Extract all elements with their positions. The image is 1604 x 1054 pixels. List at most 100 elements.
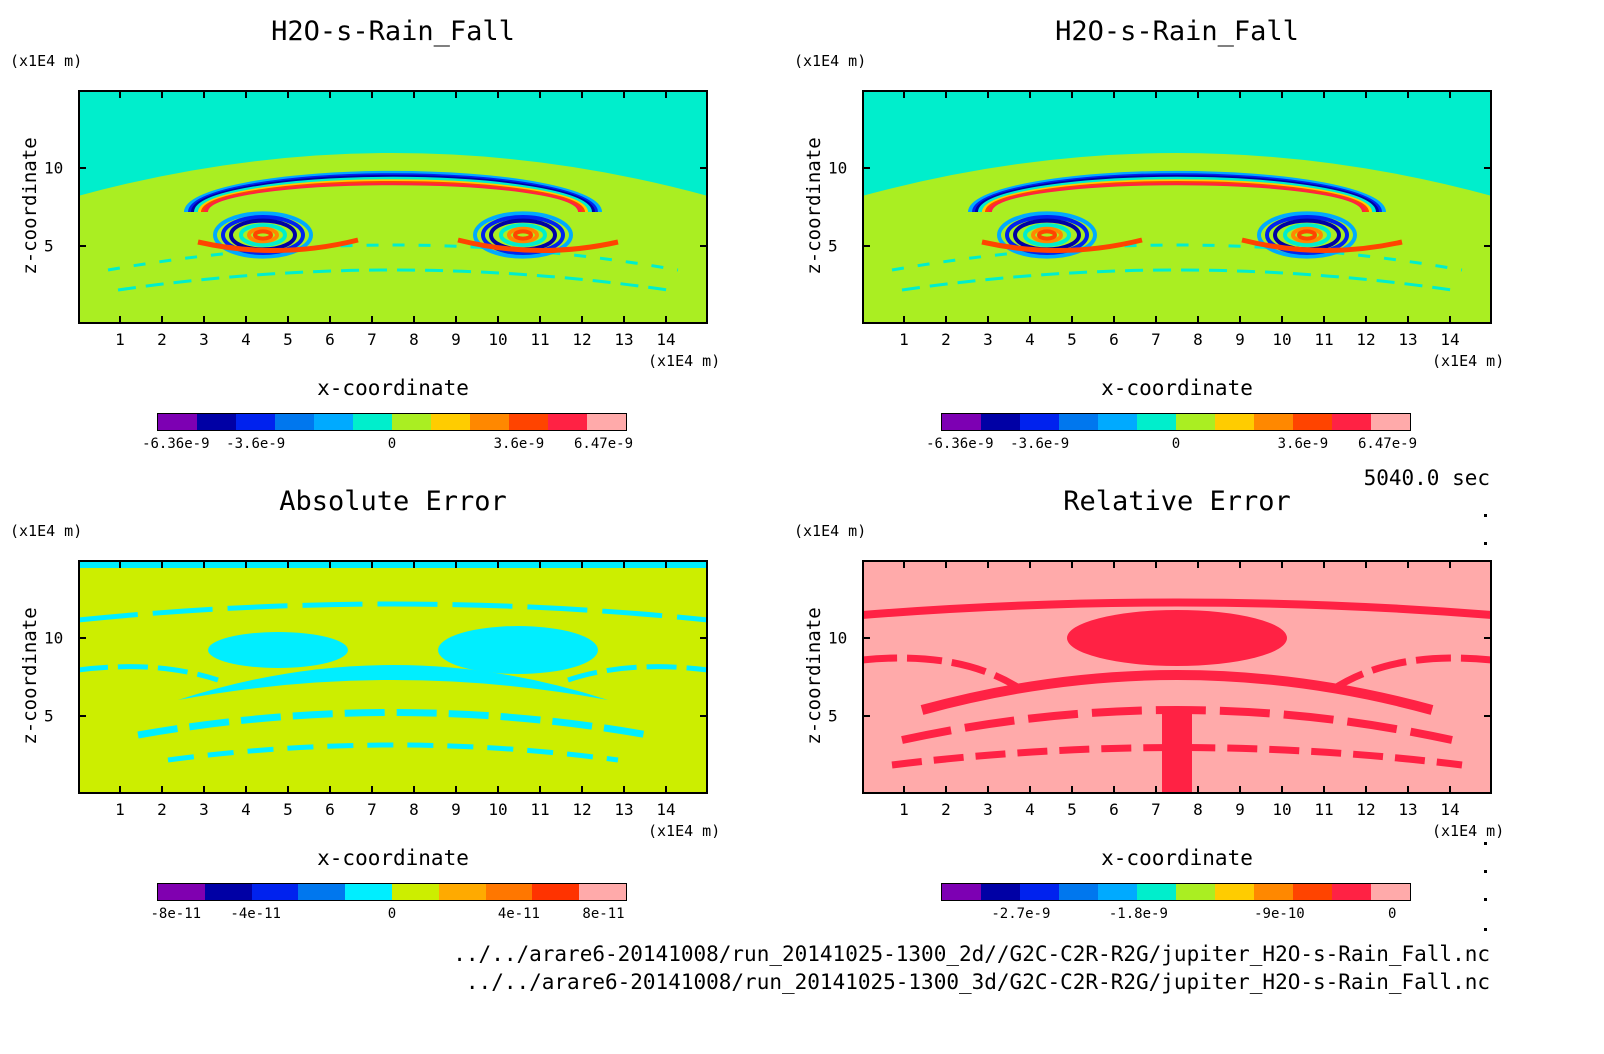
y-tick-label: 10 (828, 628, 848, 648)
error-band (167, 742, 619, 763)
y-tick-label: 10 (828, 158, 848, 178)
x-tick-label: 6 (325, 330, 335, 349)
x-tick-label: 2 (157, 800, 167, 819)
colorbar-segment (1020, 884, 1059, 900)
error-region (438, 626, 598, 674)
time-label: 5040.0 sec (1363, 466, 1490, 490)
colorbar (157, 413, 627, 431)
colorbar-segment (981, 414, 1020, 430)
rain-band (197, 237, 359, 254)
error-band (567, 664, 708, 683)
colorbar-segment (275, 414, 314, 430)
x-tick-label: 11 (1314, 330, 1334, 349)
x-tick-label: 9 (451, 800, 461, 819)
y-tick-label: 5 (44, 236, 54, 256)
colorbar-segment (1020, 414, 1059, 430)
x-tick-label: 13 (1398, 330, 1418, 349)
x-tick-label: 13 (614, 800, 634, 819)
x-tick-label: 1 (115, 330, 125, 349)
colorbar (157, 883, 627, 901)
x-tick-label: 13 (1398, 800, 1418, 819)
error-band (78, 664, 219, 683)
colorbar-segment (1059, 884, 1098, 900)
x-tick-label: 1 (115, 800, 125, 819)
colorbar-segment (438, 884, 486, 900)
colorbar-segment (158, 414, 197, 430)
x-tick-label: 2 (941, 330, 951, 349)
x-tick-label: 4 (1025, 800, 1035, 819)
colorbar-tick-label: 4e-11 (497, 906, 540, 922)
heatmap-plot (78, 560, 708, 794)
vortex-ring (247, 226, 279, 244)
x-tick-label: 14 (656, 800, 676, 819)
x-tick-label: 6 (1109, 330, 1119, 349)
x-tick-label: 14 (656, 330, 676, 349)
x-tick-label: 11 (530, 800, 550, 819)
x-tick-label: 10 (1272, 800, 1292, 819)
error-region (1162, 710, 1192, 794)
error-band (862, 654, 1024, 693)
x-tick-label: 8 (409, 800, 419, 819)
chart-panel: H2O-s-Rain_Fall (x1E4 m) z-coordinate x-coo… (784, 0, 1564, 470)
x-tick-label: 8 (1193, 330, 1203, 349)
vortex-ring (1037, 229, 1057, 241)
x-tick-label: 13 (614, 330, 634, 349)
colorbar-tick-label: 0 (1171, 436, 1181, 452)
error-region (178, 665, 608, 700)
rain-band (1241, 237, 1403, 254)
colorbar-segment (981, 884, 1020, 900)
vortex-ring (1257, 211, 1357, 259)
contour-band (968, 170, 1386, 213)
colorbar-segment (391, 884, 439, 900)
colorbar-segment (509, 414, 548, 430)
x-tick-label: 12 (1356, 800, 1376, 819)
x-tick-label: 12 (572, 330, 592, 349)
noise-band (107, 243, 679, 272)
colorbar-segment (1332, 884, 1371, 900)
x-axis-unit: (x1E4 m) (648, 352, 721, 370)
colorbar-tick-label: -4e-11 (230, 906, 281, 922)
colorbar-segment (587, 414, 626, 430)
y-axis-unit: (x1E4 m) (10, 522, 83, 540)
noise-band (891, 243, 1463, 272)
vortex-ring (499, 223, 547, 247)
x-tick-label: 7 (367, 800, 377, 819)
heatmap-plot (862, 560, 1492, 794)
error-region (208, 632, 348, 668)
vortex-ring (473, 211, 573, 259)
upper-layer (862, 90, 1492, 142)
vortex-ring (253, 229, 273, 241)
file-path-2d: ../../arare6-20141008/run_20141025-1300_… (453, 942, 1490, 966)
x-tick-label: 5 (283, 800, 293, 819)
heatmap-svg (78, 560, 708, 794)
contour-band (208, 185, 578, 213)
vortex-ring (1031, 226, 1063, 244)
error-region (1067, 610, 1287, 666)
x-tick-label: 10 (488, 330, 508, 349)
colorbar-tick-label: 3.6e-9 (1277, 436, 1329, 452)
error-band (78, 601, 708, 623)
x-tick-label: 5 (1067, 330, 1077, 349)
colorbar-segment (470, 414, 509, 430)
marker-dot (1484, 870, 1487, 873)
colorbar-tick-label: -2.7e-9 (991, 906, 1051, 922)
rain-band (457, 237, 619, 254)
colorbar (941, 883, 1411, 901)
x-tick-label: 2 (157, 330, 167, 349)
colorbar-tick-label: -1.8e-9 (1108, 906, 1168, 922)
colorbar-segment (942, 414, 981, 430)
marker-dot (1484, 514, 1487, 517)
vortex-ring (513, 229, 533, 241)
marker-dot (1484, 898, 1487, 901)
x-axis-label: x-coordinate (1101, 376, 1253, 400)
colorbar-tick-label: 3.6e-9 (493, 436, 545, 452)
y-axis-label: z-coordinate (803, 137, 825, 275)
x-tick-label: 10 (1272, 330, 1292, 349)
error-band (1330, 654, 1492, 693)
y-axis-unit: (x1E4 m) (794, 52, 867, 70)
colorbar-segment (431, 414, 470, 430)
x-tick-label: 12 (572, 800, 592, 819)
x-tick-label: 4 (1025, 330, 1035, 349)
y-axis-label: z-coordinate (803, 607, 825, 745)
x-tick-label: 7 (367, 330, 377, 349)
